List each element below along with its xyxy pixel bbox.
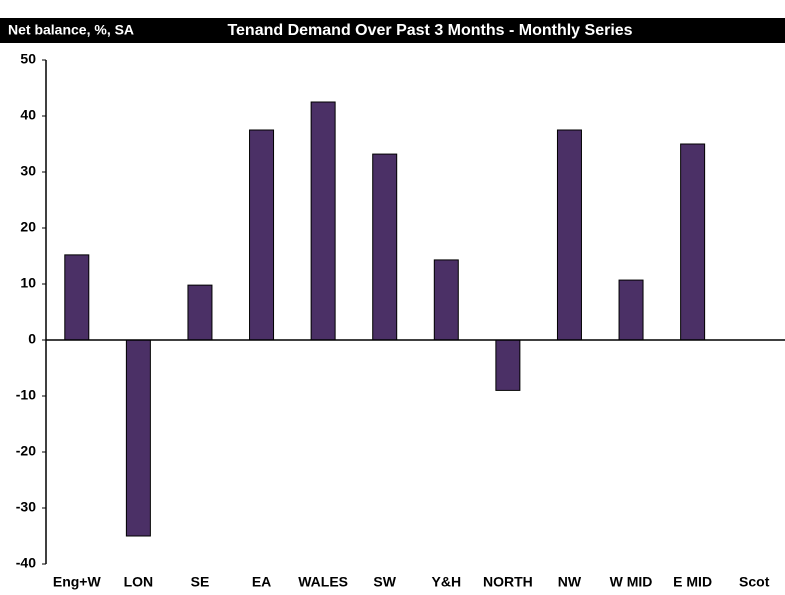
bar (556, 129, 582, 341)
chart-title: Tenand Demand Over Past 3 Months - Month… (227, 22, 632, 39)
y-tick-label: -10 (16, 387, 36, 403)
bar (249, 129, 275, 341)
y-tick-label: 0 (28, 331, 36, 347)
bar (495, 339, 521, 391)
x-tick-label: WALES (298, 574, 348, 590)
x-tick-label: Eng+W (53, 574, 102, 590)
x-tick-label: NORTH (483, 574, 533, 590)
bar (125, 339, 151, 537)
y-tick-label: -40 (16, 555, 36, 571)
y-tick-label: 10 (20, 275, 36, 291)
y-tick-label: 30 (20, 163, 36, 179)
bar (618, 279, 644, 341)
y-tick-label: 40 (20, 107, 36, 123)
x-tick-label: SE (191, 574, 210, 590)
y-tick-label: -30 (16, 499, 36, 515)
x-tick-label: NW (558, 574, 582, 590)
x-tick-label: E MID (673, 574, 712, 590)
bar (310, 101, 336, 341)
y-axis-label: Net balance, %, SA (8, 22, 134, 38)
y-tick-label: -20 (16, 443, 36, 459)
bar (680, 143, 706, 341)
x-tick-label: Scot (739, 574, 770, 590)
bar (187, 284, 213, 341)
x-tick-label: Y&H (432, 574, 462, 590)
y-tick-label: 20 (20, 219, 36, 235)
bar (64, 254, 90, 341)
header-bar (0, 18, 785, 43)
x-tick-label: SW (373, 574, 396, 590)
x-tick-label: LON (124, 574, 154, 590)
bar (433, 259, 459, 341)
x-tick-label: EA (252, 574, 271, 590)
x-tick-label: W MID (610, 574, 653, 590)
bar (372, 153, 398, 341)
y-tick-label: 50 (20, 51, 36, 67)
